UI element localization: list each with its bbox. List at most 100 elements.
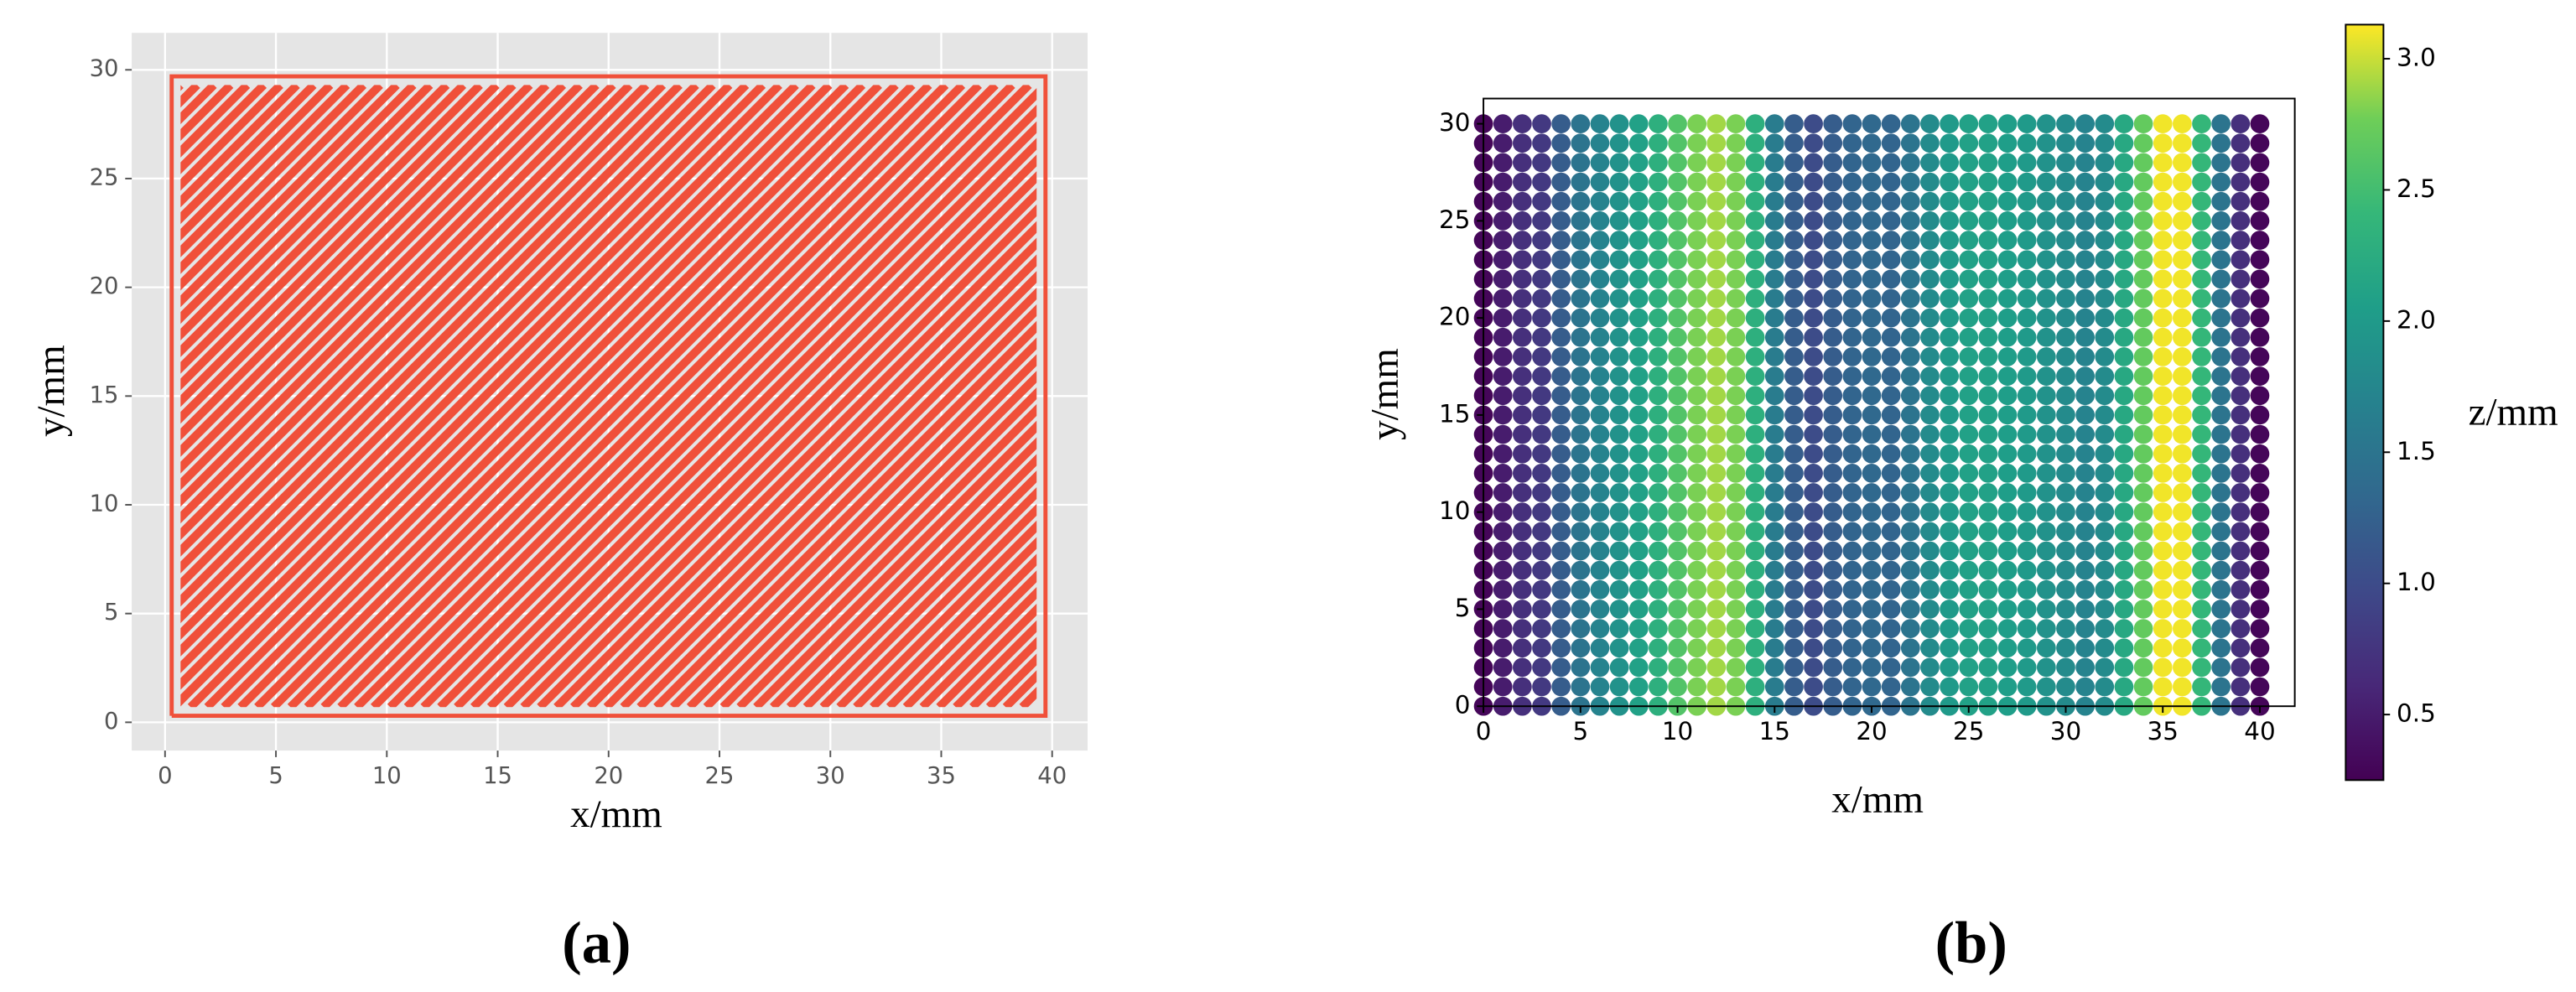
scatter-point bbox=[1978, 657, 1998, 678]
scatter-point bbox=[1726, 269, 1746, 289]
scatter-point bbox=[1784, 600, 1804, 619]
scatter-point bbox=[1590, 250, 1610, 270]
scatter-point bbox=[2095, 483, 2115, 502]
scatter-point bbox=[1745, 211, 1765, 231]
y-tick-label: 10 bbox=[90, 491, 119, 517]
scatter-point bbox=[2250, 522, 2270, 542]
scatter-point bbox=[1726, 483, 1746, 502]
scatter-point bbox=[1628, 638, 1649, 658]
scatter-point bbox=[1628, 502, 1649, 522]
scatter-point bbox=[1551, 191, 1571, 211]
scatter-point bbox=[1513, 133, 1532, 153]
scatter-point bbox=[1649, 153, 1668, 173]
scatter-point bbox=[2017, 405, 2037, 425]
scatter-point bbox=[1609, 424, 1629, 444]
scatter-point bbox=[1959, 231, 1979, 250]
scatter-point bbox=[1920, 269, 1940, 289]
scatter-point bbox=[1513, 677, 1532, 697]
scatter-point bbox=[2075, 269, 2095, 289]
scatter-point bbox=[1668, 502, 1687, 522]
scatter-point bbox=[1668, 288, 1687, 309]
scatter-point bbox=[2095, 600, 2115, 619]
scatter-point bbox=[2114, 600, 2134, 619]
scatter-point bbox=[1764, 405, 1784, 425]
scatter-point bbox=[1726, 464, 1746, 483]
scatter-point bbox=[1726, 231, 1746, 250]
scatter-point bbox=[1978, 522, 1998, 542]
scatter-point bbox=[2231, 483, 2251, 502]
scatter-point bbox=[2173, 502, 2192, 522]
colorbar-tick-label: 1.5 bbox=[2397, 437, 2436, 465]
scatter-point bbox=[2173, 522, 2192, 542]
scatter-point bbox=[1784, 619, 1804, 638]
scatter-point bbox=[1920, 444, 1940, 464]
scatter-point bbox=[2192, 172, 2211, 192]
scatter-point bbox=[2095, 502, 2115, 522]
scatter-point bbox=[2036, 386, 2056, 406]
scatter-point bbox=[2153, 522, 2173, 542]
scatter-point bbox=[1920, 619, 1940, 638]
scatter-point bbox=[1920, 483, 1940, 502]
scatter-point bbox=[1668, 133, 1687, 153]
scatter-point bbox=[1784, 560, 1804, 580]
scatter-point bbox=[2133, 269, 2153, 289]
scatter-point bbox=[1532, 114, 1551, 133]
scatter-point bbox=[1609, 560, 1629, 580]
scatter-point bbox=[2192, 600, 2211, 619]
scatter-point bbox=[1571, 483, 1591, 502]
scatter-point bbox=[1513, 619, 1532, 638]
scatter-point bbox=[2133, 560, 2153, 580]
scatter-point bbox=[1532, 153, 1551, 173]
scatter-point bbox=[2114, 522, 2134, 542]
scatter-point bbox=[1978, 191, 1998, 211]
scatter-point bbox=[1726, 347, 1746, 366]
scatter-point bbox=[2153, 386, 2173, 406]
scatter-point bbox=[1649, 677, 1668, 697]
scatter-point bbox=[1668, 424, 1687, 444]
scatter-point bbox=[1706, 153, 1727, 173]
scatter-point bbox=[1532, 172, 1551, 192]
scatter-point bbox=[1764, 288, 1784, 309]
scatter-point bbox=[1764, 560, 1784, 580]
scatter-point bbox=[2095, 424, 2115, 444]
scatter-point bbox=[2017, 172, 2037, 192]
scatter-point bbox=[1997, 366, 2018, 386]
scatter-point bbox=[1628, 231, 1649, 250]
scatter-point bbox=[1900, 250, 1920, 270]
hatch-lines bbox=[180, 85, 1037, 708]
scatter-point bbox=[1804, 522, 1823, 542]
scatter-point bbox=[1493, 541, 1513, 561]
scatter-point bbox=[1649, 522, 1668, 542]
scatter-point bbox=[1726, 541, 1746, 561]
scatter-point bbox=[2231, 579, 2251, 600]
scatter-point bbox=[2153, 327, 2173, 347]
scatter-point bbox=[2017, 483, 2037, 502]
scatter-point bbox=[1764, 347, 1784, 366]
scatter-point bbox=[1493, 483, 1513, 502]
scatter-point bbox=[2250, 424, 2270, 444]
scatter-point bbox=[1881, 327, 1901, 347]
scatter-point bbox=[1687, 269, 1707, 289]
scatter-point bbox=[2075, 522, 2095, 542]
scatter-point bbox=[1532, 657, 1551, 678]
scatter-point bbox=[1940, 424, 1959, 444]
scatter-point bbox=[1959, 657, 1979, 678]
scatter-point bbox=[1842, 327, 1862, 347]
scatter-point bbox=[2133, 405, 2153, 425]
scatter-point bbox=[1804, 269, 1823, 289]
scatter-point bbox=[1842, 522, 1862, 542]
scatter-point bbox=[2133, 133, 2153, 153]
scatter-point bbox=[1649, 444, 1668, 464]
scatter-point bbox=[1823, 153, 1843, 173]
scatter-point bbox=[1842, 600, 1862, 619]
scatter-point bbox=[2173, 347, 2192, 366]
scatter-point bbox=[2017, 677, 2037, 697]
scatter-point bbox=[1959, 347, 1979, 366]
scatter-point bbox=[1823, 386, 1843, 406]
scatter-point bbox=[1745, 444, 1765, 464]
scatter-point bbox=[2017, 560, 2037, 580]
scatter-point bbox=[1764, 308, 1784, 328]
scatter-point bbox=[1978, 405, 1998, 425]
scatter-point bbox=[1997, 250, 2018, 270]
scatter-point bbox=[1513, 308, 1532, 328]
